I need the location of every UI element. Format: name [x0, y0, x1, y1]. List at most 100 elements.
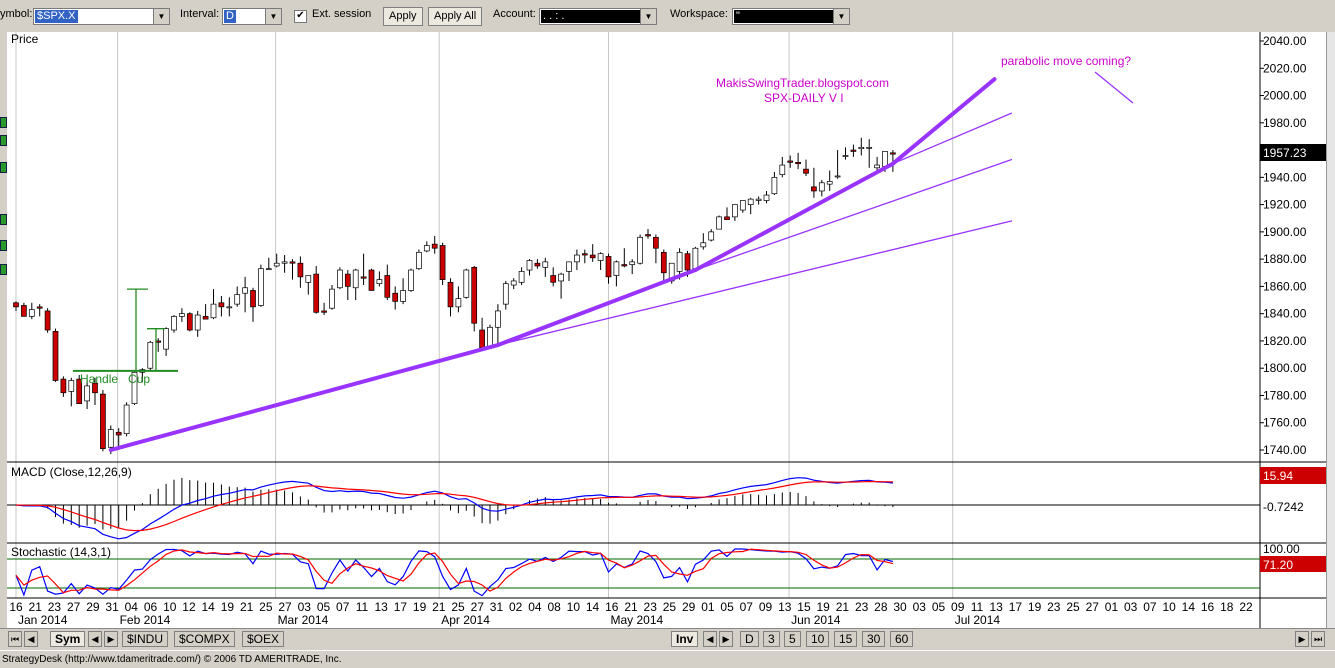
- tab-interval-30[interactable]: 30: [862, 631, 886, 647]
- macd-value-1: 15.94: [1263, 469, 1293, 483]
- tab-interval-5[interactable]: 5: [784, 631, 801, 647]
- tab-interval-d[interactable]: D: [740, 631, 759, 647]
- day-tick-label: 04: [125, 600, 139, 614]
- trendline: [892, 112, 1013, 165]
- next-icon[interactable]: ▶: [1295, 631, 1309, 647]
- candle-body: [52, 331, 59, 381]
- parabolic-annotation: parabolic move coming?: [1001, 54, 1131, 68]
- price-y-axis: 2040.002020.002000.001980.001960.001940.…: [1260, 34, 1307, 457]
- y-tick-label: 1780.00: [1263, 388, 1307, 402]
- month-label: Feb 2014: [120, 613, 171, 627]
- tab-interval-3[interactable]: 3: [763, 631, 780, 647]
- candle-body: [36, 306, 43, 309]
- interval-combobox[interactable]: D ▼: [222, 8, 282, 25]
- tab-indu[interactable]: $INDU: [122, 631, 169, 647]
- grid-lines: [15, 32, 954, 598]
- day-tick-label: 23: [644, 600, 658, 614]
- month-label: Jul 2014: [955, 613, 1001, 627]
- ext-session-checkbox[interactable]: ✔: [294, 10, 307, 23]
- candle-body: [471, 266, 478, 324]
- candle-body: [13, 302, 19, 308]
- candle-body: [431, 243, 438, 249]
- day-tick-label: 08: [547, 600, 561, 614]
- day-tick-label: 05: [932, 600, 946, 614]
- workspace-combobox[interactable]: " ▼: [732, 8, 850, 25]
- prev-icon[interactable]: ◀: [703, 631, 717, 647]
- candle-body: [826, 181, 833, 185]
- macd-signal-line: [15, 480, 893, 532]
- apply-button[interactable]: Apply: [383, 7, 423, 26]
- apply-all-button[interactable]: Apply All: [428, 7, 483, 26]
- day-tick-label: 13: [374, 600, 388, 614]
- stochastic-panel: Stochastic (14,3,1) 100.00 71.20: [7, 542, 1326, 597]
- trendline: [497, 220, 1013, 346]
- last-icon[interactable]: ⏭: [1311, 631, 1325, 647]
- day-tick-label: 02: [509, 600, 523, 614]
- day-tick-label: 11: [356, 600, 369, 614]
- candle-body: [400, 290, 406, 302]
- candle-body: [376, 279, 383, 285]
- sym-tab[interactable]: Sym: [50, 631, 86, 647]
- day-tick-label: 16: [9, 600, 23, 614]
- candle-body: [542, 261, 549, 268]
- candle-body: [755, 198, 762, 201]
- y-tick-label: 1760.00: [1263, 416, 1307, 430]
- status-bar: StrategyDesk (http://www.tdameritrade.co…: [0, 650, 1335, 668]
- inv-tab[interactable]: Inv: [671, 631, 699, 647]
- candle-body: [147, 341, 154, 369]
- day-tick-label: 14: [202, 600, 216, 614]
- tab-oex[interactable]: $OEX: [242, 631, 285, 647]
- panel-separators: [7, 32, 1326, 628]
- dropdown-arrow-icon[interactable]: ▼: [153, 9, 169, 24]
- next-icon[interactable]: ▶: [104, 631, 118, 647]
- right-scroll-strip[interactable]: [1326, 32, 1335, 628]
- candle-body: [313, 273, 320, 313]
- candle-body: [526, 260, 533, 271]
- dropdown-arrow-icon[interactable]: ▼: [640, 9, 656, 24]
- stoch-k-line: [15, 548, 894, 597]
- day-tick-label: 09: [759, 600, 773, 614]
- day-tick-label: 07: [1143, 600, 1157, 614]
- symbol-combobox[interactable]: $SPX.X ▼: [33, 8, 170, 25]
- candle-body: [495, 310, 501, 328]
- tab-interval-60[interactable]: 60: [890, 631, 914, 647]
- tab-compx[interactable]: $COMPX: [174, 631, 235, 647]
- day-tick-label: 13: [778, 600, 792, 614]
- dropdown-arrow-icon[interactable]: ▼: [833, 9, 849, 24]
- candle-body: [558, 273, 564, 282]
- dropdown-arrow-icon[interactable]: ▼: [265, 9, 281, 24]
- candle-body: [163, 328, 169, 350]
- candle-body: [439, 245, 446, 280]
- day-tick-label: 31: [105, 600, 119, 614]
- ext-session-label: Ext. session: [312, 8, 372, 20]
- last-price-label: 1957.23: [1263, 146, 1307, 160]
- marker-icon: [0, 214, 7, 225]
- day-tick-label: 13: [989, 600, 1003, 614]
- next-icon[interactable]: ▶: [719, 631, 733, 647]
- candle-body: [321, 310, 327, 313]
- candle-body: [818, 182, 825, 192]
- prev-icon[interactable]: ◀: [88, 631, 102, 647]
- candle-body: [803, 168, 809, 174]
- candle-body: [368, 269, 375, 291]
- marker-icon: [0, 135, 7, 146]
- day-tick-label: 31: [490, 600, 504, 614]
- site-annotation: MakisSwingTrader.blogspot.com: [716, 76, 889, 90]
- first-icon[interactable]: ⏮: [8, 631, 22, 647]
- candle-body: [265, 268, 272, 271]
- y-tick-label: 2020.00: [1263, 61, 1307, 75]
- candle-body: [660, 251, 667, 274]
- day-tick-label: 21: [836, 600, 850, 614]
- tab-interval-10[interactable]: 10: [806, 631, 830, 647]
- y-tick-label: 2040.00: [1263, 34, 1307, 48]
- tab-interval-15[interactable]: 15: [834, 631, 858, 647]
- candle-body: [842, 155, 849, 157]
- candle-body: [447, 281, 454, 308]
- candle-body: [882, 151, 888, 167]
- candle-body: [463, 269, 470, 298]
- candle-body: [866, 146, 873, 149]
- candle-body: [131, 371, 138, 404]
- candle-body: [68, 380, 75, 392]
- prev-icon[interactable]: ◀: [24, 631, 38, 647]
- account-combobox[interactable]: . . : . ▼: [539, 8, 657, 25]
